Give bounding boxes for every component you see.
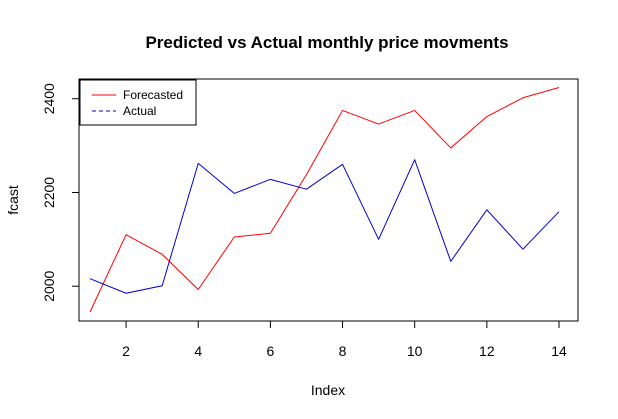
legend-label-actual: Actual <box>123 104 156 118</box>
x-axis-label: Index <box>311 382 345 398</box>
x-tick-label: 4 <box>194 343 202 359</box>
x-tick-label: 10 <box>407 343 423 359</box>
x-axis: 2 4 6 8 10 12 14 <box>122 320 567 359</box>
y-tick-label: 2200 <box>41 177 57 208</box>
x-tick-label: 8 <box>339 343 347 359</box>
series-line-forecasted <box>89 86 560 313</box>
series-line-actual <box>89 159 560 294</box>
y-axis-label: fcast <box>5 185 21 215</box>
series-layer <box>89 86 560 313</box>
x-tick-label: 2 <box>122 343 130 359</box>
y-tick-label: 2400 <box>41 83 57 114</box>
y-axis: 2000 2200 2400 <box>41 83 80 302</box>
legend: Forecasted Actual <box>79 79 197 126</box>
legend-box <box>79 79 197 126</box>
x-tick-label: 14 <box>551 343 567 359</box>
chart-title: Predicted vs Actual monthly price movmen… <box>145 33 508 52</box>
legend-label-forecasted: Forecasted <box>123 88 183 102</box>
y-tick-label: 2000 <box>41 270 57 301</box>
x-tick-label: 6 <box>266 343 274 359</box>
x-tick-label: 12 <box>479 343 495 359</box>
